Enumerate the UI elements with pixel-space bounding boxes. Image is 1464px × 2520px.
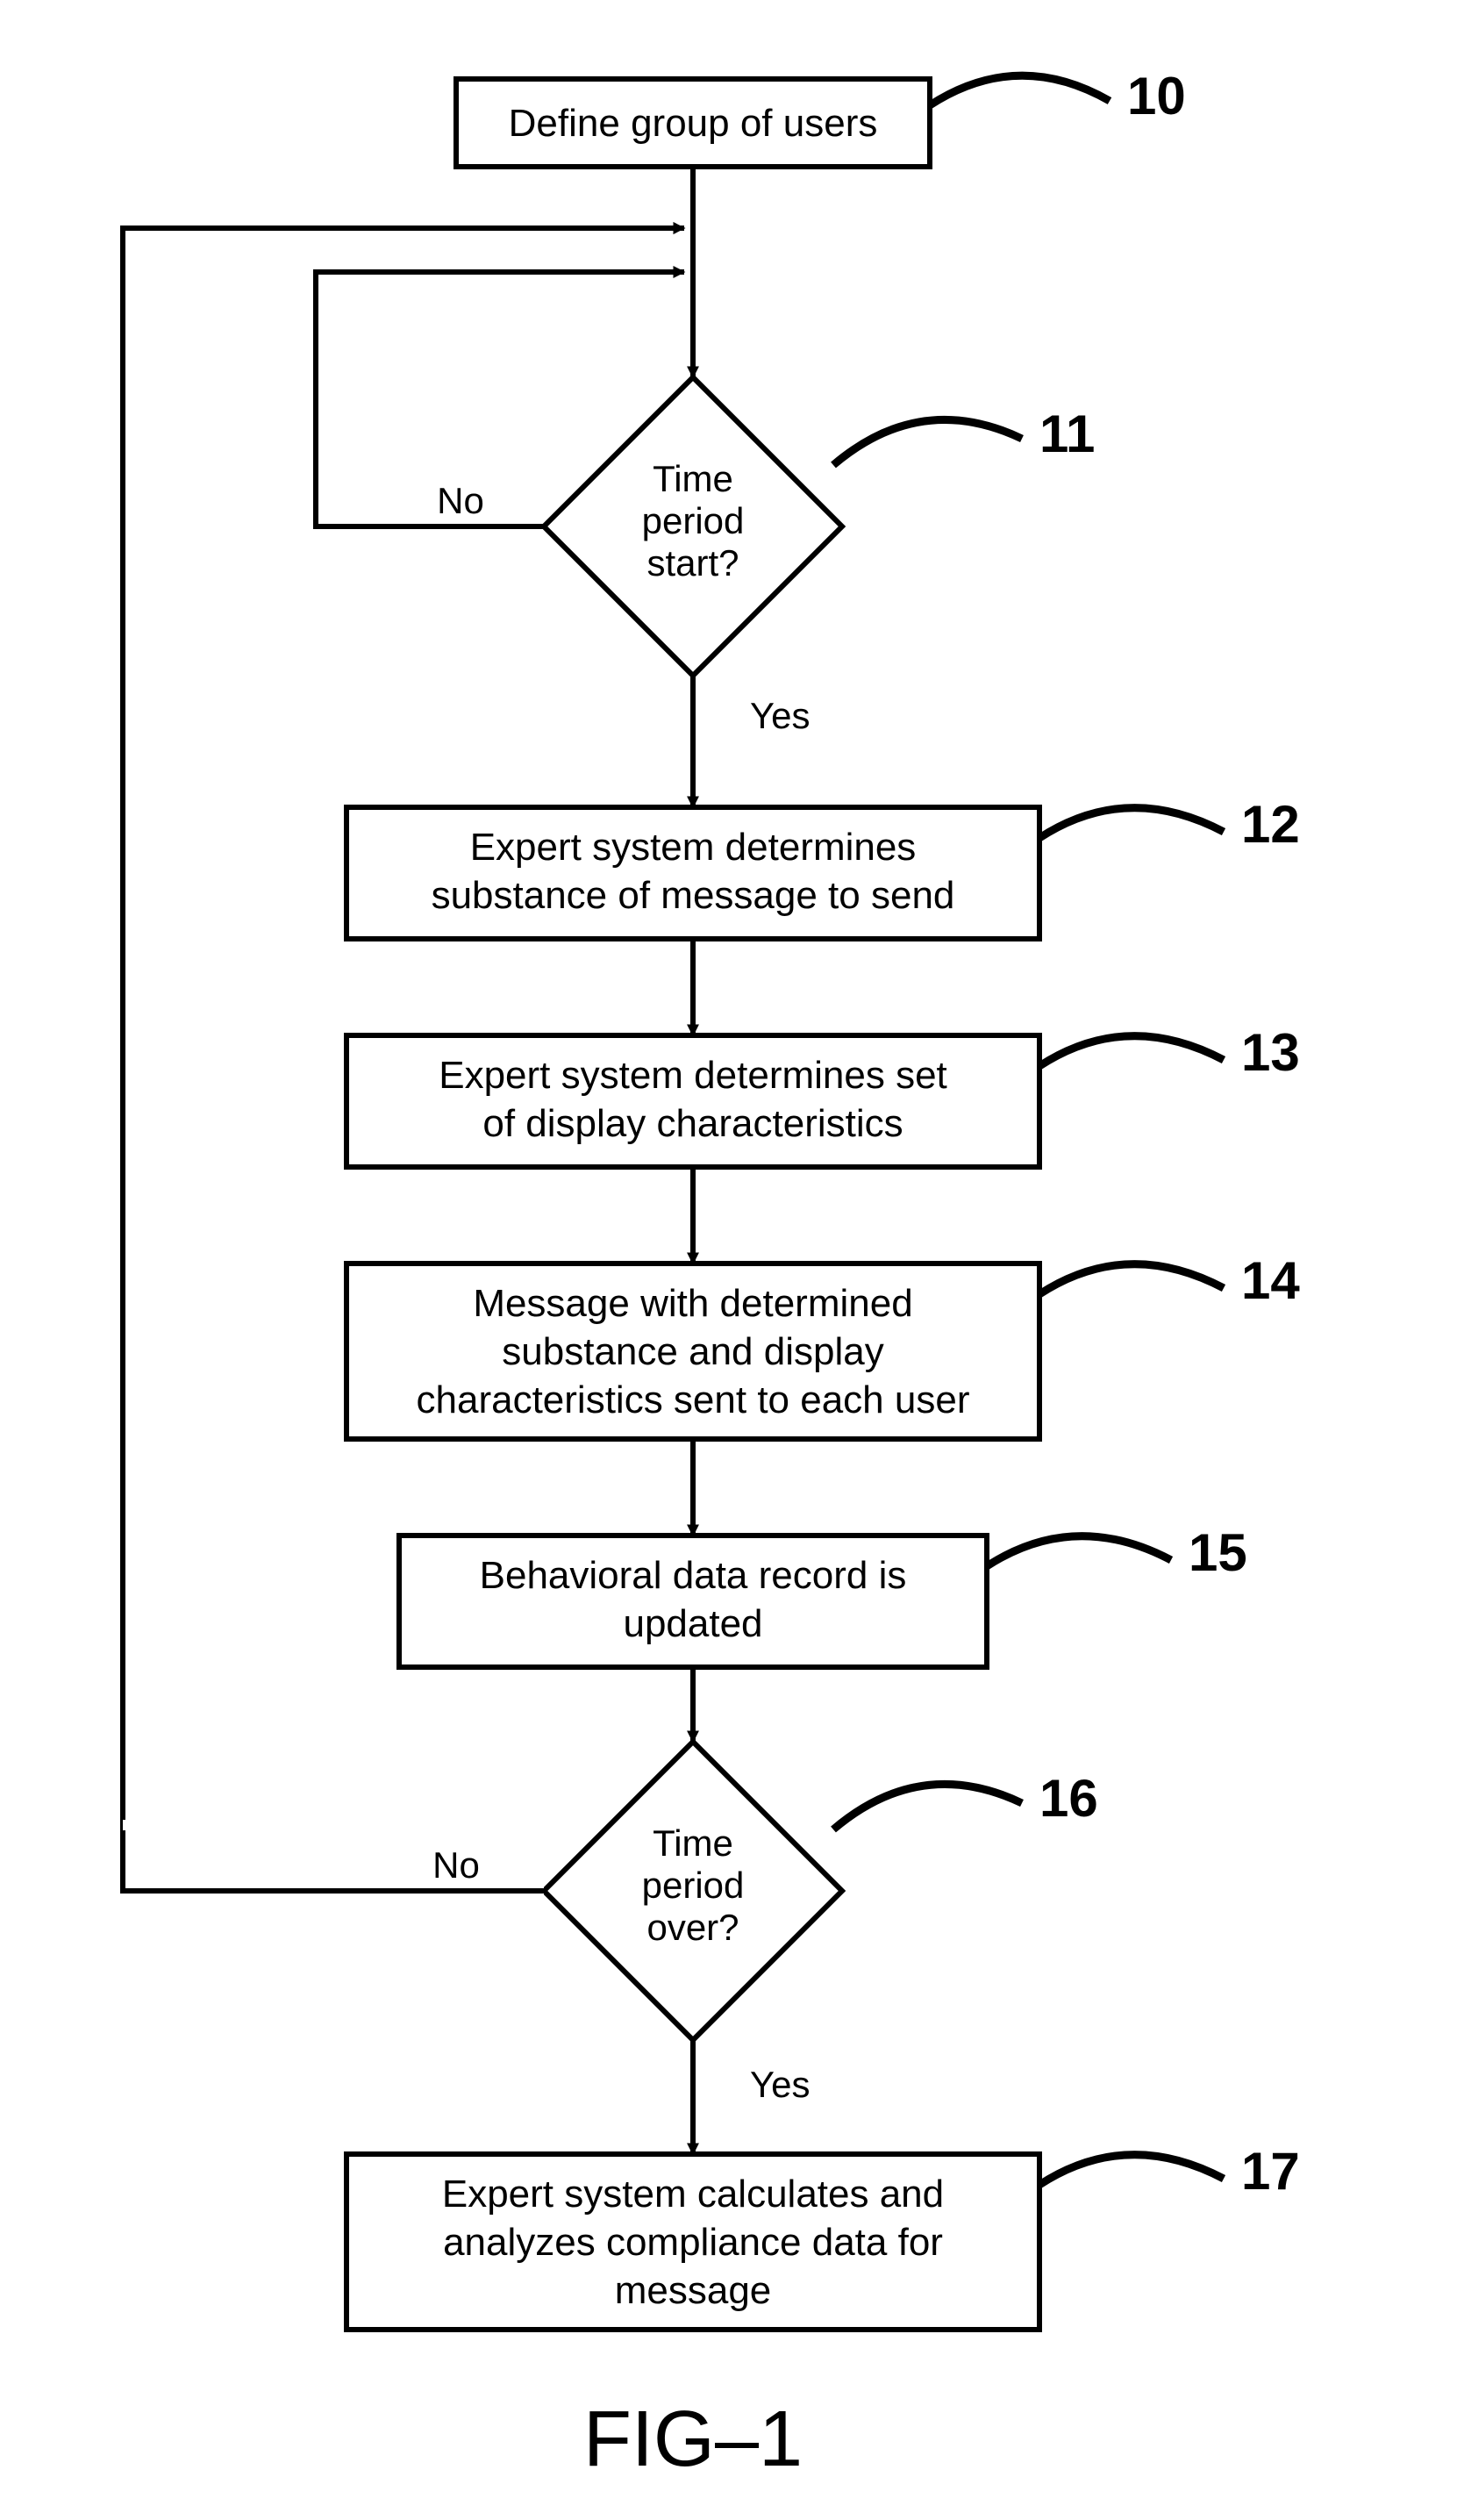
svg-text:start?: start? <box>646 542 739 583</box>
svg-text:updated: updated <box>623 1602 762 1645</box>
svg-text:12: 12 <box>1241 795 1300 854</box>
svg-text:11: 11 <box>1039 404 1095 463</box>
svg-text:period: period <box>642 500 745 541</box>
svg-text:No: No <box>437 480 484 521</box>
svg-text:Yes: Yes <box>750 2064 811 2105</box>
svg-text:Time: Time <box>653 458 733 499</box>
svg-text:Expert system determines set: Expert system determines set <box>439 1054 947 1097</box>
svg-text:Yes: Yes <box>750 695 811 736</box>
svg-text:13: 13 <box>1241 1023 1300 1082</box>
svg-text:16: 16 <box>1039 1769 1098 1828</box>
svg-text:Behavioral data record is: Behavioral data record is <box>480 1554 907 1597</box>
svg-text:period: period <box>642 1865 745 1906</box>
svg-text:substance of message to send: substance of message to send <box>432 874 955 917</box>
svg-text:17: 17 <box>1241 2142 1300 2201</box>
svg-text:of display characteristics: of display characteristics <box>482 1102 903 1145</box>
figure-label: FIG–1 <box>583 2395 803 2483</box>
svg-text:Expert system calculates and: Expert system calculates and <box>442 2173 944 2216</box>
svg-text:Define group of users: Define group of users <box>509 102 878 145</box>
svg-text:No: No <box>432 1844 480 1886</box>
svg-text:analyzes compliance data for: analyzes compliance data for <box>443 2221 943 2264</box>
svg-text:14: 14 <box>1241 1251 1300 1310</box>
svg-text:10: 10 <box>1127 67 1186 125</box>
svg-text:Time: Time <box>653 1822 733 1864</box>
svg-text:over?: over? <box>646 1907 739 1948</box>
svg-text:15: 15 <box>1189 1523 1247 1582</box>
svg-text:characteristics sent to each u: characteristics sent to each user <box>417 1378 970 1421</box>
svg-text:message: message <box>615 2269 772 2312</box>
svg-text:Expert system determines: Expert system determines <box>470 826 917 869</box>
flowchart: Define group of users 10 Time period sta… <box>0 0 1464 2520</box>
svg-text:substance and display: substance and display <box>502 1330 883 1373</box>
svg-text:Message with determined: Message with determined <box>473 1282 912 1325</box>
